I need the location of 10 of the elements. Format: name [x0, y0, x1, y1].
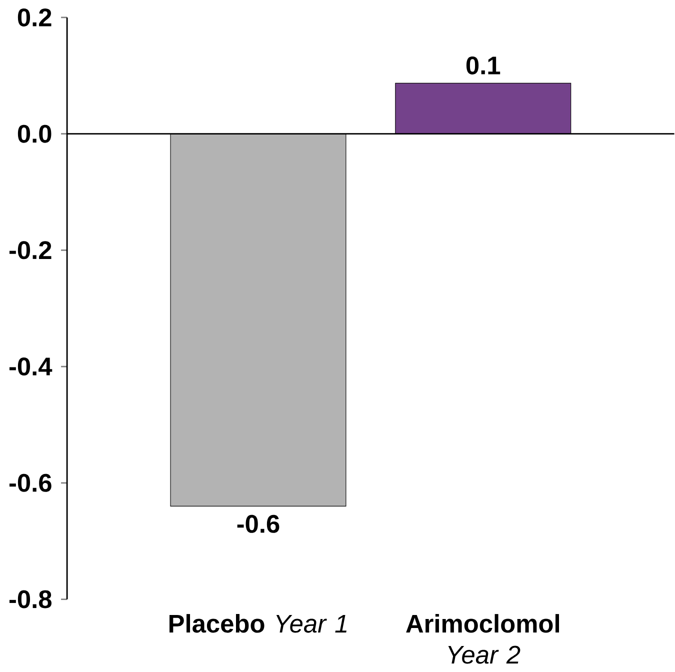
y-tick-label: -0.4 — [9, 357, 52, 376]
x-tick-label: Placebo Year 1 — [170, 614, 346, 633]
y-tick-label: -0.8 — [9, 590, 52, 608]
y-tick-label: 0.2 — [18, 8, 52, 26]
data-label: 0.1 — [466, 56, 500, 74]
y-tick-label: -0.6 — [9, 474, 52, 492]
x-tick-label: Arimoclomol Year 2 — [406, 614, 560, 664]
data-label: -0.6 — [237, 514, 280, 533]
y-tick-label: 0.0 — [18, 124, 52, 143]
y-tick-label: -0.2 — [9, 241, 52, 260]
